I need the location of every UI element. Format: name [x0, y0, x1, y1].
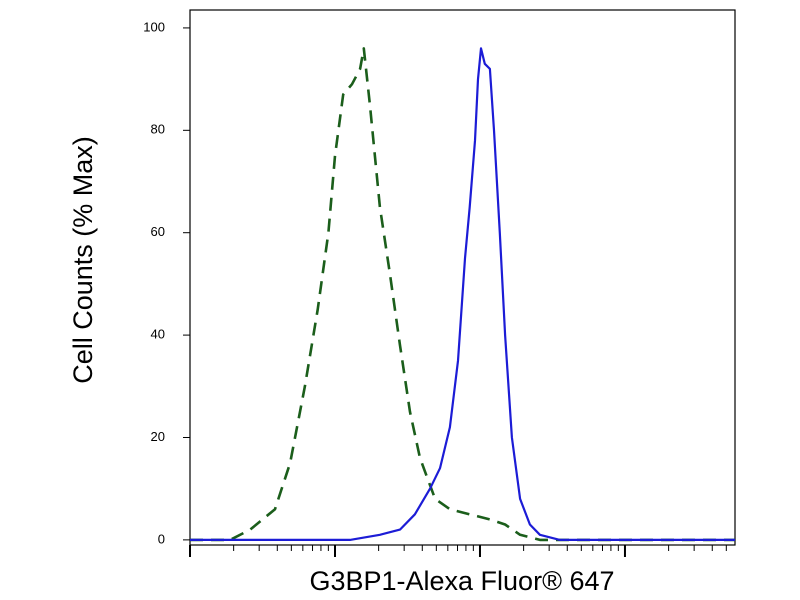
- y-tick-label: 60: [151, 224, 165, 239]
- y-axis-title: Cell Counts (% Max): [68, 136, 98, 384]
- data-line: [190, 47, 735, 542]
- data-line: [190, 47, 735, 541]
- y-tick-label: 100: [143, 19, 165, 34]
- y-tick-label: 40: [151, 327, 165, 342]
- y-tick-label: 20: [151, 429, 165, 444]
- x-axis-title: G3BP1-Alexa Fluor® 647: [309, 566, 614, 596]
- y-tick-label: 80: [151, 122, 165, 137]
- y-tick-label: 0: [158, 531, 165, 546]
- plot-frame: [189, 9, 736, 546]
